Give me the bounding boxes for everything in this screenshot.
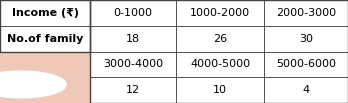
Bar (0, 26, 90, 52)
Bar (90, 0, 176, 26)
Bar (90, 0, 348, 103)
Text: No.of family: No.of family (7, 34, 84, 44)
Bar (264, 52, 348, 77)
Text: 4000-5000: 4000-5000 (190, 59, 250, 69)
Bar (90, 52, 176, 77)
Text: 12: 12 (126, 85, 140, 95)
Text: 2000-3000: 2000-3000 (276, 8, 336, 18)
Bar (176, 26, 264, 52)
Text: 10: 10 (213, 85, 227, 95)
Bar (0, 0, 90, 52)
Text: 26: 26 (213, 34, 227, 44)
Bar (264, 26, 348, 52)
Text: 4: 4 (303, 85, 310, 95)
Text: 5000-6000: 5000-6000 (276, 59, 336, 69)
Text: 30: 30 (299, 34, 313, 44)
Bar (176, 52, 264, 77)
Bar (90, 77, 176, 103)
Circle shape (0, 71, 66, 98)
Text: 0-1000: 0-1000 (113, 8, 153, 18)
Bar (176, 77, 264, 103)
Text: Income (₹): Income (₹) (12, 8, 79, 18)
Bar (90, 26, 176, 52)
Text: 1000-2000: 1000-2000 (190, 8, 250, 18)
Bar (264, 77, 348, 103)
Bar (0, 0, 90, 26)
Text: 18: 18 (126, 34, 140, 44)
Bar (264, 0, 348, 26)
Text: 3000-4000: 3000-4000 (103, 59, 163, 69)
Bar (176, 0, 264, 26)
